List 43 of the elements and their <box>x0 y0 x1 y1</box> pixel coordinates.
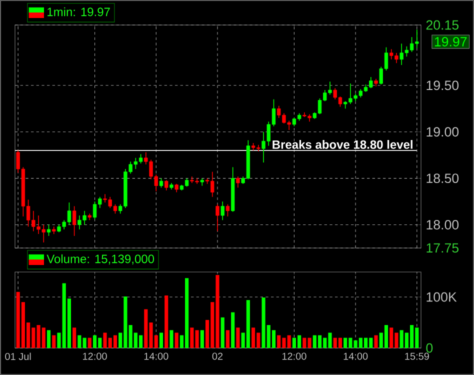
ref-line-label: Breaks above 18.80 level <box>272 140 412 149</box>
candlestick <box>226 204 230 217</box>
bar <box>170 330 174 348</box>
candlestick <box>72 206 76 236</box>
bar <box>226 330 230 348</box>
y-tick-label: 17.75 <box>426 243 459 253</box>
bar <box>52 335 56 348</box>
bar <box>220 317 224 348</box>
x-tick-label: 01 Jul <box>5 352 31 360</box>
legend-label: Volume: 15,139,000 <box>46 254 154 265</box>
x-tick-label: 14:00 <box>344 352 368 360</box>
x-tick-label: 15:59 <box>405 352 429 360</box>
bar <box>174 332 178 348</box>
candlestick <box>236 176 240 188</box>
y-tick-label: 100K <box>426 292 457 302</box>
y-tick-label: 18.50 <box>426 174 459 184</box>
bar <box>236 328 240 348</box>
x-tick-label: 02 <box>212 352 223 360</box>
y-tick-label: 19.00 <box>426 127 459 137</box>
bar <box>231 312 235 348</box>
x-tick-label: 12:00 <box>83 352 107 360</box>
legend-label: 1min: 19.97 <box>48 7 110 16</box>
candlestick <box>159 178 164 188</box>
text: 19.97 <box>434 37 467 46</box>
bar <box>164 295 168 348</box>
y-tick-label: 0 <box>426 343 433 353</box>
bar <box>72 328 76 348</box>
candlestick <box>220 201 224 221</box>
bar <box>78 335 82 348</box>
candlestick <box>46 224 51 236</box>
bar <box>82 338 86 348</box>
bar <box>88 338 92 348</box>
y-tick-label: 20.15 <box>426 20 459 30</box>
x-tick-label: 14:00 <box>144 352 168 360</box>
candlestick <box>216 204 220 232</box>
y-tick-label: 18.00 <box>426 220 459 230</box>
bar <box>374 335 378 348</box>
bar <box>200 330 204 348</box>
bar <box>46 330 51 348</box>
y-tick-label: 19.50 <box>426 80 459 90</box>
x-tick-label: 12:00 <box>282 352 306 360</box>
candlestick <box>164 180 168 191</box>
bar <box>159 332 164 348</box>
